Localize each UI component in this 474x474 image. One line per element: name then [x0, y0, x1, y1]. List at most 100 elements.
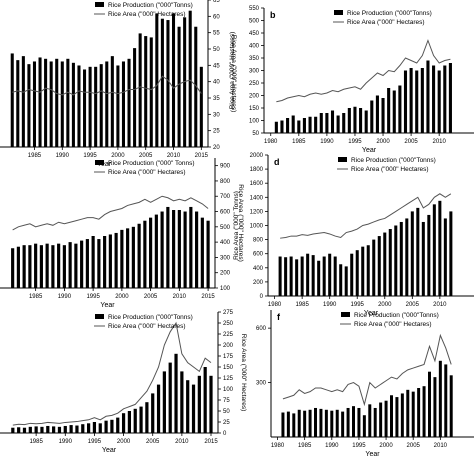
x-tick-label: 1985	[295, 302, 309, 308]
x-axis-title: Year	[97, 161, 112, 168]
y-tick-label: 200	[249, 94, 260, 100]
bar-2010	[171, 13, 176, 147]
bar-2008	[426, 60, 430, 133]
bar-2010	[438, 360, 442, 437]
bar-2001	[387, 88, 391, 133]
bar-1995	[91, 236, 95, 288]
y2-tick-label: 900	[220, 164, 231, 170]
bar-1994	[85, 239, 89, 288]
bar-1988	[314, 116, 318, 133]
y2-axis-title: Rice Area ("000" Hectares)	[237, 184, 244, 262]
bar-2002	[127, 58, 131, 147]
y-tick-label: 0	[260, 294, 264, 300]
bar-2002	[395, 397, 399, 437]
bar-1992	[74, 243, 78, 288]
bar-1988	[317, 260, 321, 296]
x-tick-label: 1980	[271, 443, 285, 449]
bar-2005	[144, 36, 148, 147]
bar-1998	[108, 234, 112, 288]
bar-1989	[319, 113, 323, 133]
x-tick-label: 1995	[351, 302, 365, 308]
bar-1995	[92, 422, 97, 433]
y-tick-label: 500	[249, 19, 260, 25]
legend-label: Rice Production ("000"Tonns)	[347, 10, 432, 17]
bar-1983	[286, 118, 290, 133]
bar-1999	[379, 402, 383, 437]
bar-1983	[21, 56, 25, 147]
bar-2013	[195, 211, 199, 288]
y-tick-label: 100	[249, 119, 260, 125]
bar-2007	[420, 68, 424, 133]
bar-1998	[110, 419, 114, 433]
y2-tick-label: 100	[223, 387, 234, 393]
bar-1993	[346, 407, 350, 437]
x-tick-label: 2005	[139, 153, 153, 159]
bar-1992	[339, 264, 343, 296]
y2-tick-label: 700	[220, 194, 231, 200]
y2-tick-label: 400	[220, 240, 231, 246]
legend-swatch-bar	[334, 10, 343, 15]
bar-1993	[80, 240, 84, 288]
x-tick-label: 2010	[433, 302, 447, 308]
bar-1994	[350, 253, 354, 296]
bar-1984	[27, 64, 31, 147]
bar-2009	[172, 210, 176, 288]
y2-tick-label: 75	[223, 398, 230, 404]
bar-1981	[10, 53, 14, 148]
y-tick-label: 550	[249, 6, 260, 12]
y2-axis-title: Rice Area ("000" Hectares)	[230, 35, 237, 113]
y2-tick-label: 0	[223, 431, 227, 437]
bar-1986	[38, 57, 42, 147]
bar-1991	[330, 110, 335, 133]
bar-1998	[372, 239, 376, 296]
y2-tick-label: 150	[223, 365, 234, 371]
bar-1997	[103, 236, 107, 288]
y-tick-label: 800	[253, 238, 264, 244]
bar-1993	[344, 266, 348, 296]
bar-1993	[81, 424, 85, 433]
x-tick-label: 2005	[406, 302, 420, 308]
bar-1984	[297, 409, 301, 437]
bar-1986	[39, 245, 43, 288]
y2-tick-label: 65	[213, 0, 220, 4]
bar-1997	[104, 420, 108, 433]
bar-2003	[139, 406, 143, 433]
bar-2003	[398, 85, 402, 133]
bar-1991	[69, 425, 73, 433]
y2-tick-label: 45	[213, 63, 220, 69]
bar-1982	[17, 427, 21, 433]
bar-2003	[400, 393, 404, 437]
bar-1991	[66, 58, 70, 147]
area-line	[276, 39, 451, 103]
bar-1999	[114, 232, 118, 288]
bar-1982	[286, 411, 290, 437]
x-axis-title: Year	[365, 451, 380, 458]
bar-1981	[11, 427, 15, 433]
bar-1995	[88, 66, 92, 147]
y-tick-label: 300	[249, 69, 260, 75]
bar-1988	[52, 426, 56, 433]
legend-swatch-bar	[338, 157, 347, 162]
bar-1981	[281, 412, 285, 437]
bar-1983	[289, 256, 293, 296]
bar-2012	[449, 375, 453, 437]
bar-2004	[145, 402, 149, 433]
bar-1997	[364, 110, 368, 133]
bar-1987	[44, 58, 48, 147]
bar-2011	[443, 65, 447, 133]
bar-1984	[28, 426, 32, 433]
chart-panel-5: 1985 1990 1995 2000 2005 2010 2015 Year 0 25 50 75 1…	[0, 310, 247, 454]
y2-axis-title: Rice Area ("000" Hectares)	[240, 334, 247, 412]
y2-tick-label: 800	[220, 179, 231, 185]
y-tick-label: 1800	[250, 167, 264, 173]
bar-1990	[325, 113, 329, 133]
bar-2007	[422, 386, 426, 437]
bar-1993	[342, 113, 346, 133]
legend-label: Rice Area ("000" Hectares)	[108, 11, 186, 18]
bar-1996	[359, 108, 363, 133]
legend-swatch-bar	[95, 160, 104, 165]
area-line	[280, 193, 452, 239]
y-tick-label: 2000	[250, 153, 264, 159]
chart-panel-2: 1980 1985 1990 1995 2000 2005 2010 Year 50 100 150…	[229, 6, 474, 154]
bar-2011	[444, 364, 448, 437]
